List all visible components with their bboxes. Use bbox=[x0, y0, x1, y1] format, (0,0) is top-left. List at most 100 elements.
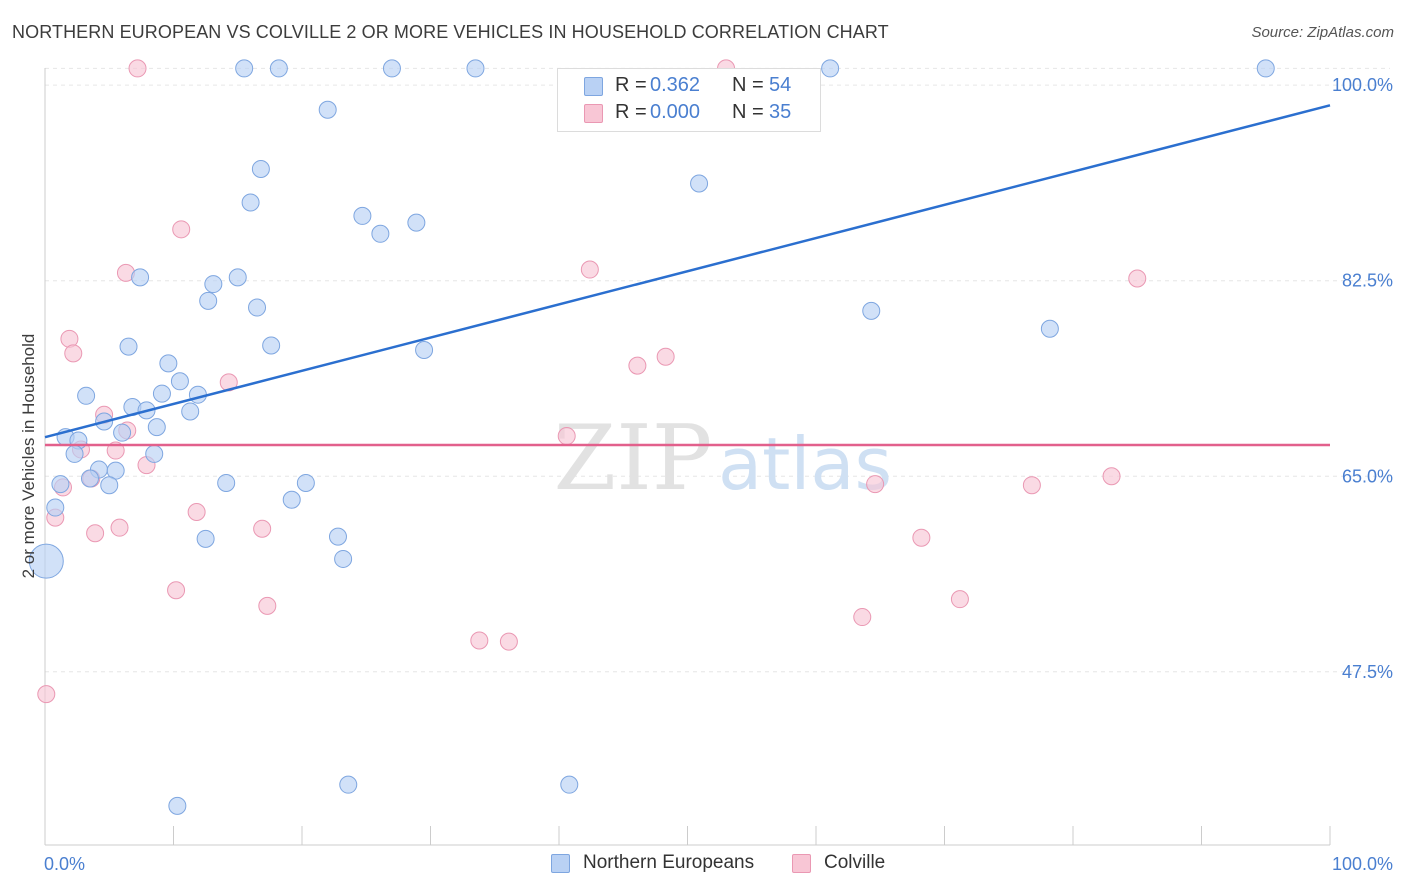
northern-europeans-point bbox=[235, 59, 254, 78]
northern-europeans-point bbox=[1040, 319, 1059, 338]
colville-point bbox=[172, 220, 191, 239]
watermark-atlas: atlas bbox=[718, 422, 892, 506]
legend-n-label: N = bbox=[732, 101, 764, 123]
y-tick-label: 100.0% bbox=[1332, 75, 1393, 95]
legend-n-value: 54 bbox=[769, 74, 792, 96]
northern-europeans-point bbox=[371, 224, 390, 243]
northern-europeans-point bbox=[147, 418, 166, 437]
colville-point bbox=[557, 427, 576, 446]
colville-point bbox=[1022, 476, 1041, 495]
gridlines bbox=[45, 67, 1390, 673]
northern-europeans-point bbox=[1256, 59, 1275, 78]
blue-swatch-icon bbox=[551, 854, 570, 873]
x-tick-label: 0.0% bbox=[44, 854, 85, 874]
y-tick-label: 65.0% bbox=[1342, 466, 1393, 486]
colville-point bbox=[1102, 467, 1121, 486]
y-tick-label: 47.5% bbox=[1342, 662, 1393, 682]
northern-europeans-point bbox=[339, 775, 358, 794]
legend-n-label: N = bbox=[732, 74, 764, 96]
northern-europeans-points bbox=[28, 59, 1275, 815]
northern-europeans-point bbox=[353, 206, 372, 225]
colville-point bbox=[853, 608, 872, 627]
colville-point bbox=[499, 632, 518, 651]
colville-point bbox=[1128, 269, 1147, 288]
northern-europeans-point bbox=[28, 543, 64, 579]
colville-point bbox=[866, 475, 885, 494]
watermark-zip: ZIP bbox=[554, 406, 713, 511]
zipatlas-watermark: ZIP atlas bbox=[554, 406, 892, 511]
northern-europeans-point bbox=[334, 549, 353, 568]
legend-r-label: R = bbox=[615, 101, 647, 123]
northern-europeans-point bbox=[188, 385, 207, 404]
northern-europeans-point bbox=[217, 473, 236, 492]
northern-europeans-trendline bbox=[44, 104, 1331, 439]
chart-title: NORTHERN EUROPEAN VS COLVILLE 2 OR MORE … bbox=[12, 22, 889, 42]
legend-r-value: 0.000 bbox=[650, 101, 701, 123]
northern-europeans-point bbox=[113, 423, 132, 442]
y-axis-label: 2 or more Vehicles in Household bbox=[19, 334, 38, 579]
northern-europeans-point bbox=[407, 213, 426, 232]
northern-europeans-point bbox=[328, 527, 347, 546]
pink-swatch-icon bbox=[792, 854, 811, 873]
northern-europeans-point bbox=[204, 275, 223, 294]
northern-europeans-point bbox=[51, 475, 70, 494]
northern-europeans-point bbox=[181, 402, 200, 421]
colville-point bbox=[580, 260, 599, 279]
colville-point bbox=[167, 581, 186, 600]
northern-europeans-point bbox=[262, 336, 281, 355]
y-tick-label: 82.5% bbox=[1342, 271, 1393, 291]
x-tick-label: 100.0% bbox=[1332, 854, 1393, 874]
northern-europeans-point bbox=[269, 59, 288, 78]
legend-series-name: Northern Europeans bbox=[583, 852, 755, 873]
northern-europeans-point bbox=[282, 490, 301, 509]
northern-europeans-point bbox=[382, 59, 401, 78]
legend-n-value: 35 bbox=[769, 101, 792, 123]
northern-europeans-point bbox=[145, 444, 164, 463]
northern-europeans-point bbox=[119, 337, 138, 356]
northern-europeans-point bbox=[159, 354, 178, 373]
colville-point bbox=[950, 590, 969, 609]
colville-point bbox=[106, 441, 125, 460]
northern-europeans-point bbox=[65, 444, 84, 463]
northern-europeans-point bbox=[821, 59, 840, 78]
northern-europeans-point bbox=[241, 193, 260, 212]
colville-point bbox=[86, 524, 105, 543]
legend-r-value: 0.362 bbox=[650, 74, 701, 96]
northern-europeans-point bbox=[196, 529, 215, 548]
colville-point bbox=[37, 685, 56, 704]
correlation-legend: R = 0.362 N = 54 R = 0.000 N = 35 bbox=[557, 68, 821, 132]
northern-europeans-point bbox=[296, 473, 315, 492]
colville-point bbox=[628, 356, 647, 375]
legend-r-label: R = bbox=[615, 74, 647, 96]
northern-europeans-point bbox=[248, 298, 267, 317]
northern-europeans-point bbox=[228, 268, 247, 287]
source-credit: Source: ZipAtlas.com bbox=[1251, 24, 1394, 41]
northern-europeans-point bbox=[46, 498, 65, 517]
blue-swatch-icon bbox=[584, 77, 603, 96]
northern-europeans-point bbox=[168, 796, 187, 815]
northern-europeans-point bbox=[466, 59, 485, 78]
northern-europeans-point bbox=[170, 372, 189, 391]
colville-point bbox=[470, 631, 489, 650]
legend-series-name: Colville bbox=[824, 852, 886, 873]
northern-europeans-point bbox=[318, 100, 337, 119]
colville-point bbox=[110, 518, 129, 537]
colville-point bbox=[258, 596, 277, 615]
colville-points bbox=[37, 59, 1147, 704]
northern-europeans-point bbox=[415, 340, 434, 359]
northern-europeans-point bbox=[199, 291, 218, 310]
northern-europeans-point bbox=[80, 469, 99, 488]
northern-europeans-point bbox=[100, 476, 119, 495]
colville-point bbox=[187, 503, 206, 522]
colville-point bbox=[912, 528, 931, 547]
trendlines bbox=[44, 104, 1331, 447]
colville-point bbox=[64, 344, 83, 363]
northern-europeans-point bbox=[862, 301, 881, 320]
northern-europeans-point bbox=[77, 386, 96, 405]
colville-point bbox=[253, 519, 272, 538]
pink-swatch-icon bbox=[584, 104, 603, 123]
northern-europeans-point bbox=[560, 775, 579, 794]
axes bbox=[44, 68, 1331, 846]
tick-labels: 47.5% 65.0% 82.5% 100.0% 0.0% 100.0% bbox=[44, 75, 1393, 874]
